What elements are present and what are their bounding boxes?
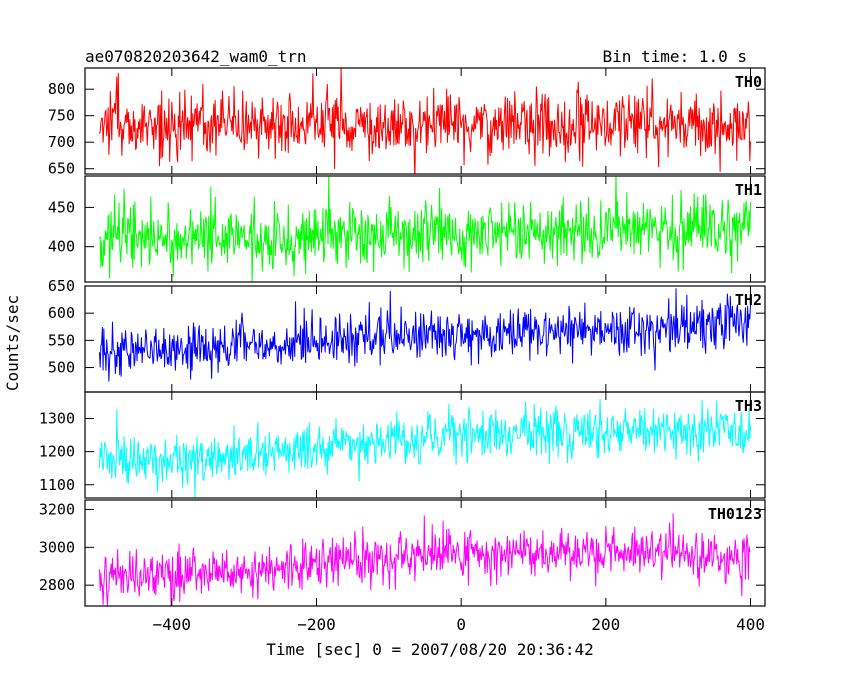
y-tick-label: 1200 [39, 443, 75, 461]
y-tick-label: 700 [48, 133, 75, 151]
y-tick-label: 3200 [39, 500, 75, 518]
panel-label: TH0123 [708, 505, 762, 523]
y-tick-label: 650 [48, 277, 75, 295]
panel-th0123: TH0123 2800 3000 3200 [39, 499, 766, 607]
panel-label: TH1 [735, 181, 762, 199]
panel-label: TH0 [735, 73, 762, 91]
panel-frame [84, 499, 766, 607]
y-axis-label: Counts/sec [3, 295, 22, 391]
y-tick-label: 3000 [39, 538, 75, 556]
panel-frame [84, 67, 766, 175]
panel-label: TH3 [735, 397, 762, 415]
panel-frame [84, 391, 766, 499]
x-tick-label: 0 [456, 615, 466, 634]
series-line-th1 [99, 176, 752, 282]
x-axis-label: Time [sec] 0 = 2007/08/20 20:36:42 [266, 640, 594, 659]
y-tick-label: 800 [48, 80, 75, 98]
x-tick-label: −200 [297, 615, 336, 634]
y-tick-label: 1300 [39, 410, 75, 428]
series-line-th0 [98, 68, 752, 174]
x-tick-label: −400 [153, 615, 192, 634]
y-tick-label: 450 [48, 198, 75, 216]
panel-label: TH2 [735, 291, 762, 309]
x-tick-label: 400 [736, 615, 765, 634]
x-tick-label: 200 [591, 615, 620, 634]
y-tick-label: 550 [48, 331, 75, 349]
y-tick-label: 400 [48, 238, 75, 256]
x-axis: −400 −200 0 200 400 [153, 615, 765, 634]
series-line-th2 [98, 288, 752, 382]
panel-th1: TH1 400 450 [48, 175, 766, 283]
panel-th3: TH3 1100 1200 1300 [39, 391, 766, 499]
y-tick-label: 750 [48, 107, 75, 125]
y-tick-label: 500 [48, 359, 75, 377]
y-tick-label: 2800 [39, 576, 75, 594]
y-tick-label: 600 [48, 304, 75, 322]
chart-title: ae070820203642_wam0_trn [85, 47, 307, 66]
panel-th0: TH0 650 700 750 800 [48, 67, 766, 178]
y-tick-label: 650 [48, 160, 75, 178]
series-line-th3 [98, 398, 752, 498]
panel-th2: TH2 500 550 600 650 [48, 277, 766, 393]
panels-group: TH0650700750800TH1400450TH2500550600650T… [39, 67, 766, 607]
series-line-th0123 [98, 513, 751, 606]
bin-time-label: Bin time: 1.0 s [603, 47, 748, 66]
panel-frame [84, 175, 766, 283]
y-tick-label: 1100 [39, 476, 75, 494]
